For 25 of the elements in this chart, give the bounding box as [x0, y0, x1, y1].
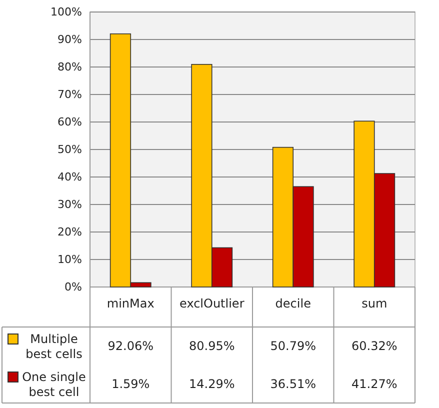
- x-tick-label: exclOutlier: [180, 296, 244, 311]
- data-label: 80.95%: [188, 339, 235, 353]
- y-tick-label: 50%: [58, 143, 82, 156]
- data-label: 1.59%: [112, 377, 150, 391]
- y-tick-label: 80%: [58, 60, 82, 74]
- data-label: 14.29%: [188, 377, 235, 391]
- data-label: 50.79%: [270, 339, 316, 353]
- legend-label: One single best cell: [22, 370, 86, 399]
- y-tick-label: 0%: [64, 280, 82, 294]
- x-tick-label: minMax: [106, 296, 154, 311]
- data-label: 41.27%: [351, 377, 398, 391]
- y-tick-label: 100%: [50, 6, 82, 19]
- data-label: 36.51%: [270, 377, 316, 391]
- y-tick-label: 60%: [58, 116, 82, 129]
- y-tick-label: 70%: [58, 88, 82, 102]
- data-label: 60.32%: [351, 339, 398, 353]
- x-tick-label: decile: [275, 296, 311, 311]
- y-tick-label: 40%: [58, 170, 82, 184]
- data-label: 92.06%: [108, 339, 154, 353]
- y-tick-label: 30%: [58, 198, 82, 212]
- y-tick-label: 90%: [58, 33, 82, 46]
- x-tick-label: sum: [362, 296, 388, 311]
- y-tick-label: 20%: [58, 226, 82, 239]
- legend-label: Multiple best cells: [26, 332, 82, 361]
- y-tick-label: 10%: [58, 253, 82, 266]
